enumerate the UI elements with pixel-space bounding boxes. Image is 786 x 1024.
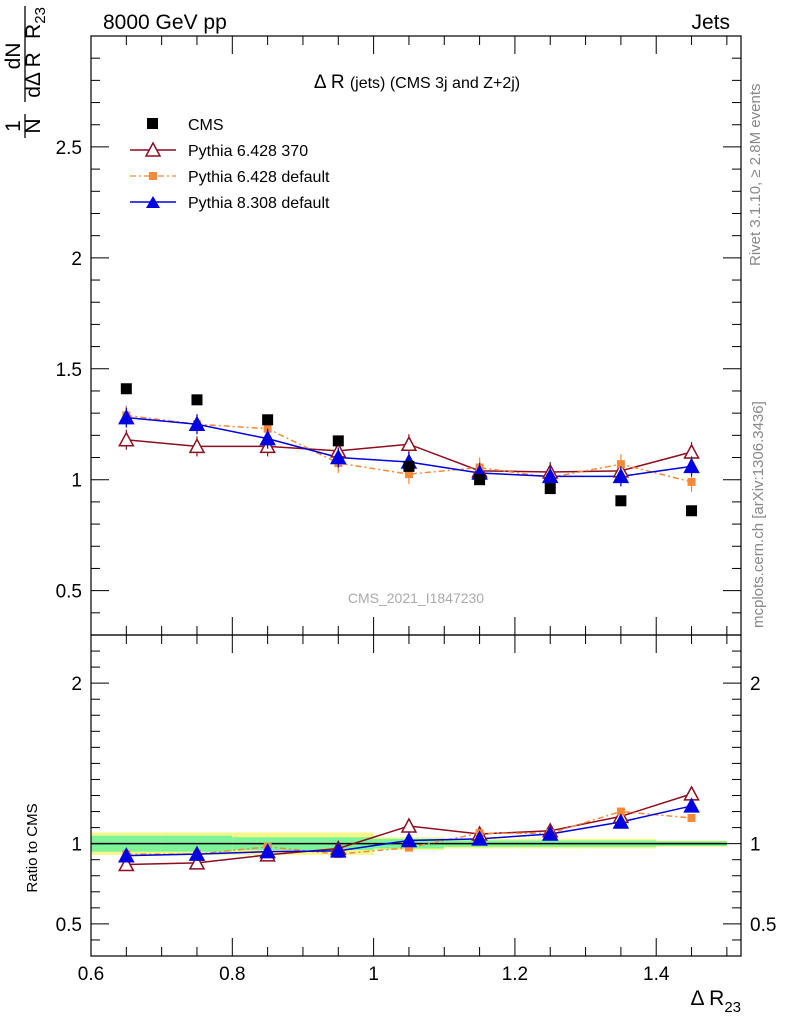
point-p8-default: [188, 415, 206, 431]
point-p8-default: [259, 430, 276, 446]
ratio-point-p6-default: [404, 843, 413, 852]
point-p8-default: [118, 409, 135, 425]
ratio-point-p6-default: [687, 813, 696, 822]
ratio-point-p8-default: [188, 845, 206, 861]
main-title: Δ R (jets) (CMS 3j and Z+2j): [314, 72, 520, 93]
ratio-point-p8-default: [683, 797, 700, 813]
point-cms: [191, 394, 203, 406]
ylabel-n: N: [22, 118, 45, 133]
main-ytick-label: 2: [71, 249, 82, 270]
point-p8-default: [541, 467, 559, 484]
analysis-watermark: CMS_2021_I1847230: [348, 590, 484, 606]
x-tick-label: 0.8: [219, 964, 245, 985]
point-cms: [332, 435, 344, 447]
ratio-point-p8-default: [471, 830, 488, 846]
point-cms: [474, 474, 486, 486]
x-tick-label: 1.2: [502, 964, 528, 985]
main-ytick-label: 1.5: [56, 360, 82, 381]
point-cms: [262, 414, 274, 426]
point-p8-default: [330, 448, 347, 465]
ylabel-dn: dN: [2, 43, 25, 70]
point-p6-default: [404, 470, 413, 479]
point-p8-default: [683, 457, 700, 474]
main-ytick-label: 0.5: [56, 582, 82, 603]
point-p6-default: [687, 477, 696, 486]
mcplots-label: mcplots.cern.ch [arXiv:1306.3436]: [750, 401, 767, 628]
ratio-ytick-label-left: 2: [71, 674, 82, 695]
point-cms: [403, 460, 415, 472]
header-left: 8000 GeV pp: [103, 11, 227, 34]
ratio-point-p8-default: [259, 843, 276, 859]
legend: CMS Pythia 6.428 370 Pythia 6.428 defaul…: [130, 117, 330, 212]
rivet-version-label: Rivet 3.1.10, ≥ 2.8M events: [747, 84, 764, 267]
ratio-point-p6-370: [188, 854, 206, 870]
ratio-point-p8-default: [118, 847, 135, 863]
ratio-point-p8-default: [330, 842, 347, 858]
point-cms: [120, 383, 132, 395]
ratio-ylabel: Ratio to CMS: [24, 803, 41, 892]
ratio-frame: [90, 634, 742, 957]
header-right: Jets: [691, 11, 730, 34]
ratio-ytick-label-left: 0.5: [56, 915, 82, 936]
ratio-point-p8-default: [612, 813, 630, 829]
x-tick-label: 1: [368, 964, 379, 985]
ratio-point-p6-default: [616, 807, 625, 816]
point-p6-370: [118, 431, 135, 447]
legend-marker-p6-default: [149, 172, 157, 180]
legend-label-cms: CMS: [188, 117, 224, 134]
ylabel-ddr: dΔ R: [22, 52, 45, 98]
main-ylabel: 1 N dN dΔ R R23: [2, 6, 49, 138]
line-p6-default: [126, 414, 692, 483]
point-p6-370: [400, 435, 418, 451]
main-ytick-label: 1: [71, 471, 82, 492]
point-p8-default: [612, 467, 630, 484]
ratio-ytick-label-right: 2: [750, 674, 761, 695]
point-p6-default: [616, 460, 625, 469]
ylabel-r23: R23: [22, 7, 49, 39]
x-tick-label: 0.6: [78, 964, 104, 985]
ratio-ytick-label-right: 1: [750, 835, 761, 856]
ratio-panel: 0.5 0.5 1 1 2 2 0.6 0.8 1 1.2 1.4: [56, 634, 776, 985]
ratio-point-p8-default: [400, 831, 418, 848]
point-cms: [615, 495, 627, 507]
legend-marker-p6-370: [144, 141, 162, 157]
point-p6-370: [188, 437, 206, 454]
ratio-point-p6-370: [118, 855, 135, 872]
legend-label-p6-default: Pythia 6.428 default: [188, 169, 330, 186]
point-cms: [544, 483, 556, 495]
main-ytick-label: 2.5: [56, 138, 82, 159]
point-cms: [686, 505, 698, 517]
x-axis-label: Δ R23: [690, 987, 741, 1016]
ylabel-one: 1: [2, 120, 25, 132]
point-p6-370: [683, 443, 700, 459]
ratio-ytick-label-left: 1: [71, 835, 82, 856]
ratio-point-p8-default: [541, 825, 559, 841]
main-panel: 0.5 1 1.5 2 2.5: [56, 35, 742, 636]
legend-marker-p8-default: [146, 196, 160, 208]
legend-label-p8-default: Pythia 8.308 default: [188, 195, 330, 212]
ratio-ytick-label-right: 0.5: [750, 915, 776, 936]
ratio-point-p6-370: [400, 817, 418, 833]
x-tick-label: 1.4: [643, 964, 670, 985]
legend-label-p6-370: Pythia 6.428 370: [188, 143, 308, 160]
legend-marker-cms: [147, 118, 158, 129]
